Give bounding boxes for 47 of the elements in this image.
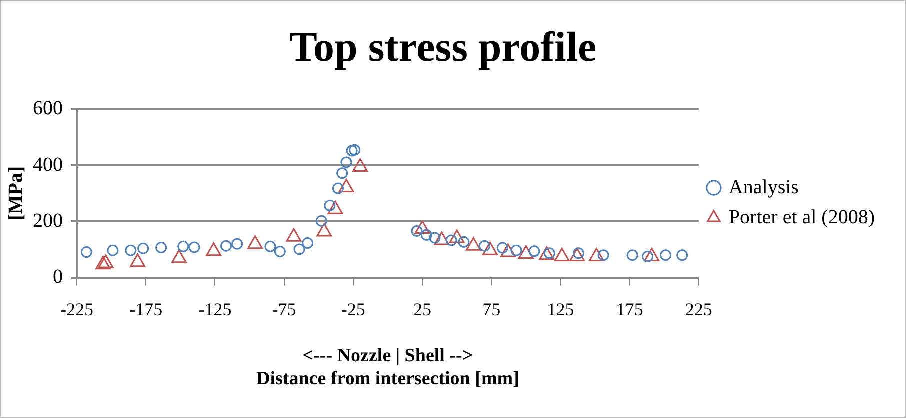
y-tick-label: 600 — [33, 98, 63, 120]
y-tick-label: 200 — [33, 210, 63, 232]
x-tick-label: 25 — [414, 299, 432, 320]
point — [336, 168, 348, 180]
point — [510, 244, 522, 256]
point — [316, 215, 328, 227]
x-tick-label: 175 — [616, 299, 644, 320]
point — [264, 240, 276, 252]
point — [294, 244, 306, 256]
point — [458, 236, 470, 248]
point — [156, 242, 168, 254]
point — [107, 244, 119, 256]
point — [528, 246, 540, 258]
chart-title: Top stress profile — [289, 25, 597, 72]
point — [178, 240, 190, 252]
point — [429, 232, 441, 244]
point — [332, 182, 344, 194]
x-tick-label: -125 — [198, 299, 232, 320]
legend-label: Porter et al (2008) — [728, 206, 876, 228]
point — [188, 242, 200, 254]
x-tick-label: -225 — [60, 299, 94, 320]
y-axis-title: [MPa] — [5, 166, 28, 221]
point — [302, 238, 314, 250]
point — [676, 250, 688, 262]
point — [340, 156, 352, 168]
x-axis-title: <--- Nozzle | Shell --> Distance from intersection [mm] — [256, 346, 520, 390]
point — [125, 244, 137, 256]
point — [232, 238, 244, 250]
y-tick-label: 400 — [33, 154, 63, 176]
point — [138, 242, 150, 254]
x-tick-label: -25 — [341, 299, 366, 320]
point — [274, 246, 286, 258]
point — [80, 246, 92, 258]
x-tick-label: -75 — [272, 299, 296, 320]
x-tick-label: 125 — [547, 299, 574, 320]
x-tick-label: 225 — [685, 299, 712, 320]
legend-label: Analysis — [728, 176, 800, 198]
point — [220, 240, 232, 252]
point — [420, 229, 432, 241]
y-tick-label: 0 — [53, 266, 63, 288]
x-tick-label: -175 — [130, 299, 163, 320]
point — [660, 250, 672, 262]
x-tick-label: 75 — [482, 299, 501, 320]
point — [346, 145, 358, 157]
point — [626, 250, 638, 262]
point — [598, 250, 610, 262]
point — [349, 144, 361, 156]
